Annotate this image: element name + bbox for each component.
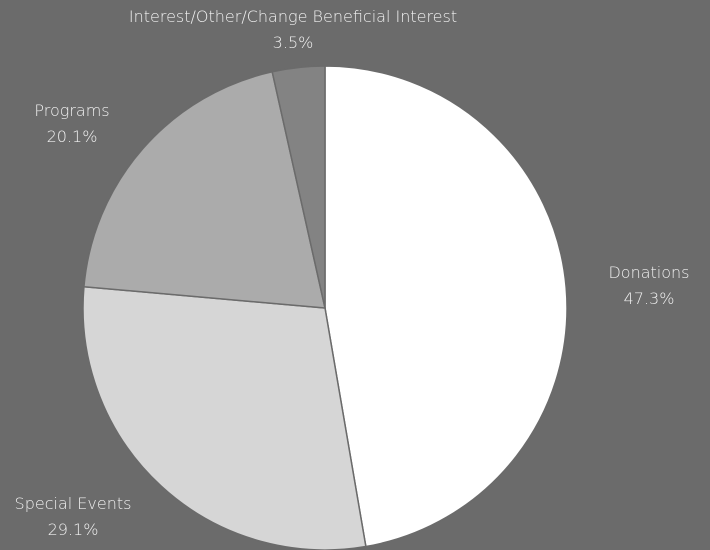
pie-slice-programs — [83, 70, 326, 309]
labels-layer: Donations 47.3% Special Events 29.1% Program… — [15, 7, 690, 539]
pie-slice-interest-other-change-beneficial-interest — [271, 65, 326, 309]
slice-label-special-events: Special Events — [15, 494, 132, 513]
slice-value-interest-other-change-beneficial-interest: 3.5% — [273, 33, 314, 52]
slice-value-special-events: 29.1% — [48, 520, 99, 539]
slice-value-donations: 47.3% — [624, 289, 675, 308]
slices-layer — [82, 65, 568, 550]
pie-slice-donations — [324, 65, 568, 548]
slice-label-donations: Donations — [608, 263, 689, 282]
slice-label-programs: Programs — [34, 101, 109, 120]
pie-slice-special-events — [82, 285, 367, 550]
slice-value-programs: 20.1% — [47, 127, 98, 146]
slice-label-interest-other-change-beneficial-interest: Interest/Other/Change Beneficial Interes… — [129, 7, 457, 26]
